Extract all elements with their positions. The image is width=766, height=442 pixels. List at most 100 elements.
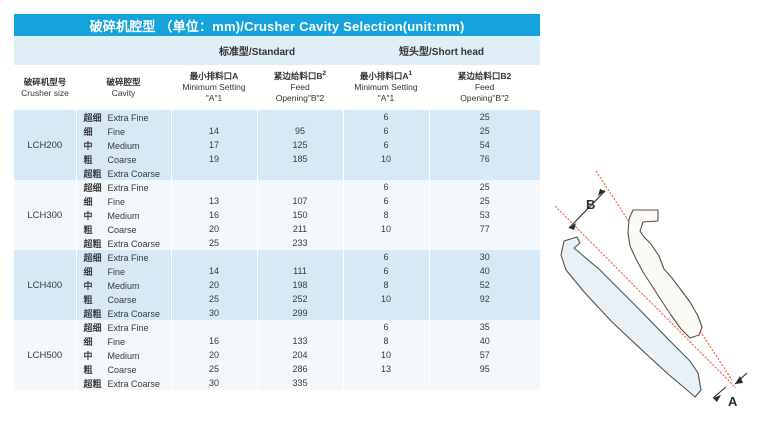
value-standard-min-setting: 30 <box>170 306 257 320</box>
value-shorthead-min-setting: 10 <box>342 152 429 166</box>
cavity-type-en: Fine <box>107 126 126 137</box>
value-standard-min-setting: 17 <box>170 138 257 152</box>
value-shorthead-feed-opening <box>428 376 541 390</box>
cavity-type-en: Medium <box>107 210 140 221</box>
table-row: 超粗 Extra Coarse 30 299 <box>14 306 541 320</box>
concave-liner-shape <box>560 236 702 398</box>
col-header-cn-2: 最小排料口A <box>189 71 239 81</box>
col-header-en1-5: Feed <box>474 82 495 92</box>
column-header-5: 紧边给料口B2 Feed Opening"B"2 <box>429 65 541 110</box>
col-header-sup-4: 1 <box>408 70 413 78</box>
cavity-type-cell: 细 Fine <box>75 334 171 348</box>
cavity-type-cn: 中 <box>83 210 93 221</box>
table-row: 细 Fine 13 107 6 25 <box>14 194 541 208</box>
value-shorthead-min-setting: 6 <box>342 194 429 208</box>
value-shorthead-feed-opening: 92 <box>428 292 541 306</box>
cavity-type-cell: 超细 Extra Fine <box>75 180 171 194</box>
col-header-cn-0: 破碎机型号 <box>23 76 67 87</box>
cavity-type-cell: 超细 Extra Fine <box>75 110 171 124</box>
cavity-type-en: Extra Fine <box>107 112 149 123</box>
value-standard-feed-opening: 198 <box>256 278 343 292</box>
value-standard-min-setting: 14 <box>170 264 257 278</box>
value-shorthead-min-setting: 8 <box>342 278 429 292</box>
value-shorthead-min-setting: 6 <box>342 110 429 124</box>
cavity-type-en: Coarse <box>107 154 137 165</box>
cavity-type-cell: 超粗 Extra Coarse <box>75 306 171 320</box>
table-row: 细 Fine 14 95 6 25 <box>14 124 541 138</box>
cavity-type-cn: 超细 <box>83 252 102 263</box>
crusher-model-LCH400: LCH400 <box>14 250 76 320</box>
value-shorthead-min-setting: 6 <box>342 320 429 334</box>
cavity-type-en: Coarse <box>107 364 137 375</box>
cavity-type-en: Coarse <box>107 224 137 235</box>
value-standard-feed-opening: 286 <box>256 362 343 376</box>
value-standard-min-setting: 20 <box>170 222 257 236</box>
value-standard-min-setting: 16 <box>170 334 257 348</box>
cavity-type-cn: 粗 <box>83 154 93 165</box>
crusher-model-LCH500: LCH500 <box>14 320 76 390</box>
group-header-standard: 标准型/Standard <box>171 36 343 65</box>
cavity-type-en: Fine <box>107 266 126 277</box>
col-header-en2-2: "A"1 <box>205 93 223 103</box>
value-shorthead-feed-opening: 40 <box>428 334 541 348</box>
value-shorthead-min-setting <box>342 166 429 180</box>
value-standard-feed-opening <box>256 250 343 264</box>
value-shorthead-feed-opening: 30 <box>428 250 541 264</box>
cavity-type-cell: 中 Medium <box>75 208 171 222</box>
cavity-type-en: Coarse <box>107 294 137 305</box>
crusher-cavity-diagram: B A <box>540 130 766 442</box>
dimension-label-a: A <box>728 394 738 409</box>
value-standard-feed-opening: 150 <box>256 208 343 222</box>
value-shorthead-min-setting <box>342 236 429 250</box>
value-shorthead-min-setting: 6 <box>342 250 429 264</box>
value-standard-feed-opening: 111 <box>256 264 343 278</box>
value-shorthead-feed-opening: 25 <box>428 124 541 138</box>
dimension-arrowhead-b-end <box>598 189 605 196</box>
value-standard-min-setting <box>170 250 257 264</box>
cavity-type-cn: 超粗 <box>83 238 102 249</box>
group-header-blank <box>14 36 171 65</box>
value-standard-feed-opening: 233 <box>256 236 343 250</box>
crusher-model-LCH300: LCH300 <box>14 180 76 250</box>
column-header-0: 破碎机型号 Crusher size <box>14 65 76 110</box>
value-shorthead-feed-opening: 25 <box>428 194 541 208</box>
table-row: 中 Medium 17 125 6 54 <box>14 138 541 152</box>
mantle-liner-shape <box>627 209 703 339</box>
cavity-type-en: Medium <box>107 280 140 291</box>
table-row: 细 Fine 16 133 8 40 <box>14 334 541 348</box>
table-row: LCH300 超细 Extra Fine 6 25 <box>14 180 541 250</box>
value-shorthead-feed-opening: 76 <box>428 152 541 166</box>
cavity-type-en: Fine <box>107 196 126 207</box>
value-shorthead-min-setting: 6 <box>342 138 429 152</box>
cavity-type-cell: 中 Medium <box>75 348 171 362</box>
table-row: 中 Medium 20 198 8 52 <box>14 278 541 292</box>
column-header-3: 紧边给料口B2 Feed Opening"B"2 <box>257 65 343 110</box>
column-header-2: 最小排料口A Minimum Setting "A"1 <box>171 65 257 110</box>
value-standard-feed-opening <box>256 110 343 124</box>
table-row: 粗 Coarse 19 185 10 76 <box>14 152 541 166</box>
cavity-type-cn: 超粗 <box>83 168 102 179</box>
cavity-type-en: Fine <box>107 336 126 347</box>
value-standard-feed-opening <box>256 180 343 194</box>
value-shorthead-min-setting: 10 <box>342 348 429 362</box>
value-standard-feed-opening <box>256 166 343 180</box>
value-standard-feed-opening <box>256 320 343 334</box>
value-shorthead-feed-opening: 95 <box>428 362 541 376</box>
cavity-type-en: Medium <box>107 350 140 361</box>
value-shorthead-feed-opening: 52 <box>428 278 541 292</box>
value-standard-feed-opening: 204 <box>256 348 343 362</box>
value-standard-min-setting: 25 <box>170 292 257 306</box>
cavity-type-cn: 细 <box>83 196 93 207</box>
value-shorthead-min-setting <box>342 376 429 390</box>
value-shorthead-feed-opening: 25 <box>428 110 541 124</box>
cavity-type-cell: 粗 Coarse <box>75 222 171 236</box>
cavity-type-cell: 细 Fine <box>75 264 171 278</box>
col-header-cn-1: 破碎腔型 <box>106 76 141 87</box>
cavity-type-cn: 中 <box>83 280 93 291</box>
value-shorthead-min-setting: 6 <box>342 264 429 278</box>
table-title: 破碎机腔型 （单位：mm)/Crusher Cavity Selection(u… <box>14 14 541 36</box>
value-standard-min-setting: 14 <box>170 124 257 138</box>
cavity-type-cell: 细 Fine <box>75 124 171 138</box>
value-standard-feed-opening: 185 <box>256 152 343 166</box>
value-standard-min-setting: 25 <box>170 236 257 250</box>
